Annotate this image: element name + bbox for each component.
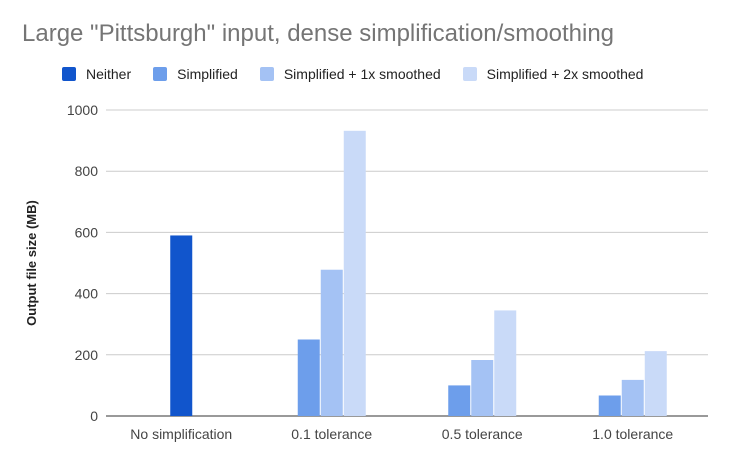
- x-tick-label: No simplification: [130, 426, 232, 442]
- x-tick-label: 0.5 tolerance: [442, 426, 523, 442]
- legend-item-simplified-2x-smoothed: Simplified + 2x smoothed: [462, 66, 644, 82]
- x-tick-label: 0.1 tolerance: [291, 426, 372, 442]
- legend-label-neither: Neither: [86, 66, 132, 82]
- bar: [320, 269, 343, 416]
- bar: [494, 310, 517, 416]
- legend-item-simplified-1x-smoothed: Simplified + 1x smoothed: [259, 66, 441, 82]
- bar: [471, 360, 494, 416]
- bar: [170, 235, 193, 416]
- y-tick-label: 600: [75, 224, 99, 240]
- x-tick-label: 1.0 tolerance: [592, 426, 673, 442]
- bar: [448, 385, 471, 416]
- bar: [297, 339, 320, 416]
- legend: Neither Simplified Simplified + 1x smoot…: [62, 66, 665, 82]
- bar: [598, 395, 621, 416]
- y-tick-label: 400: [75, 286, 99, 302]
- legend-label-simplified-1x-smoothed: Simplified + 1x smoothed: [283, 66, 441, 82]
- legend-swatch-simplified-1x-smoothed: [259, 67, 274, 81]
- chart-title: Large "Pittsburgh" input, dense simplifi…: [22, 20, 615, 47]
- legend-label-simplified-2x-smoothed: Simplified + 2x smoothed: [486, 66, 644, 82]
- y-tick-label: 200: [75, 347, 99, 363]
- bar: [343, 130, 366, 417]
- bar: [644, 351, 667, 416]
- y-tick-label: 0: [90, 408, 98, 424]
- legend-swatch-simplified-2x-smoothed: [462, 67, 477, 81]
- legend-swatch-simplified: [153, 67, 168, 81]
- y-axis-label: Output file size (MB): [24, 200, 39, 326]
- y-tick-label: 800: [75, 163, 99, 179]
- y-tick-label: 1000: [67, 102, 98, 118]
- legend-label-simplified: Simplified: [177, 66, 238, 82]
- legend-item-simplified: Simplified: [153, 66, 238, 82]
- bar: [621, 379, 644, 416]
- legend-swatch-neither: [62, 67, 76, 81]
- legend-item-neither: Neither: [62, 66, 131, 82]
